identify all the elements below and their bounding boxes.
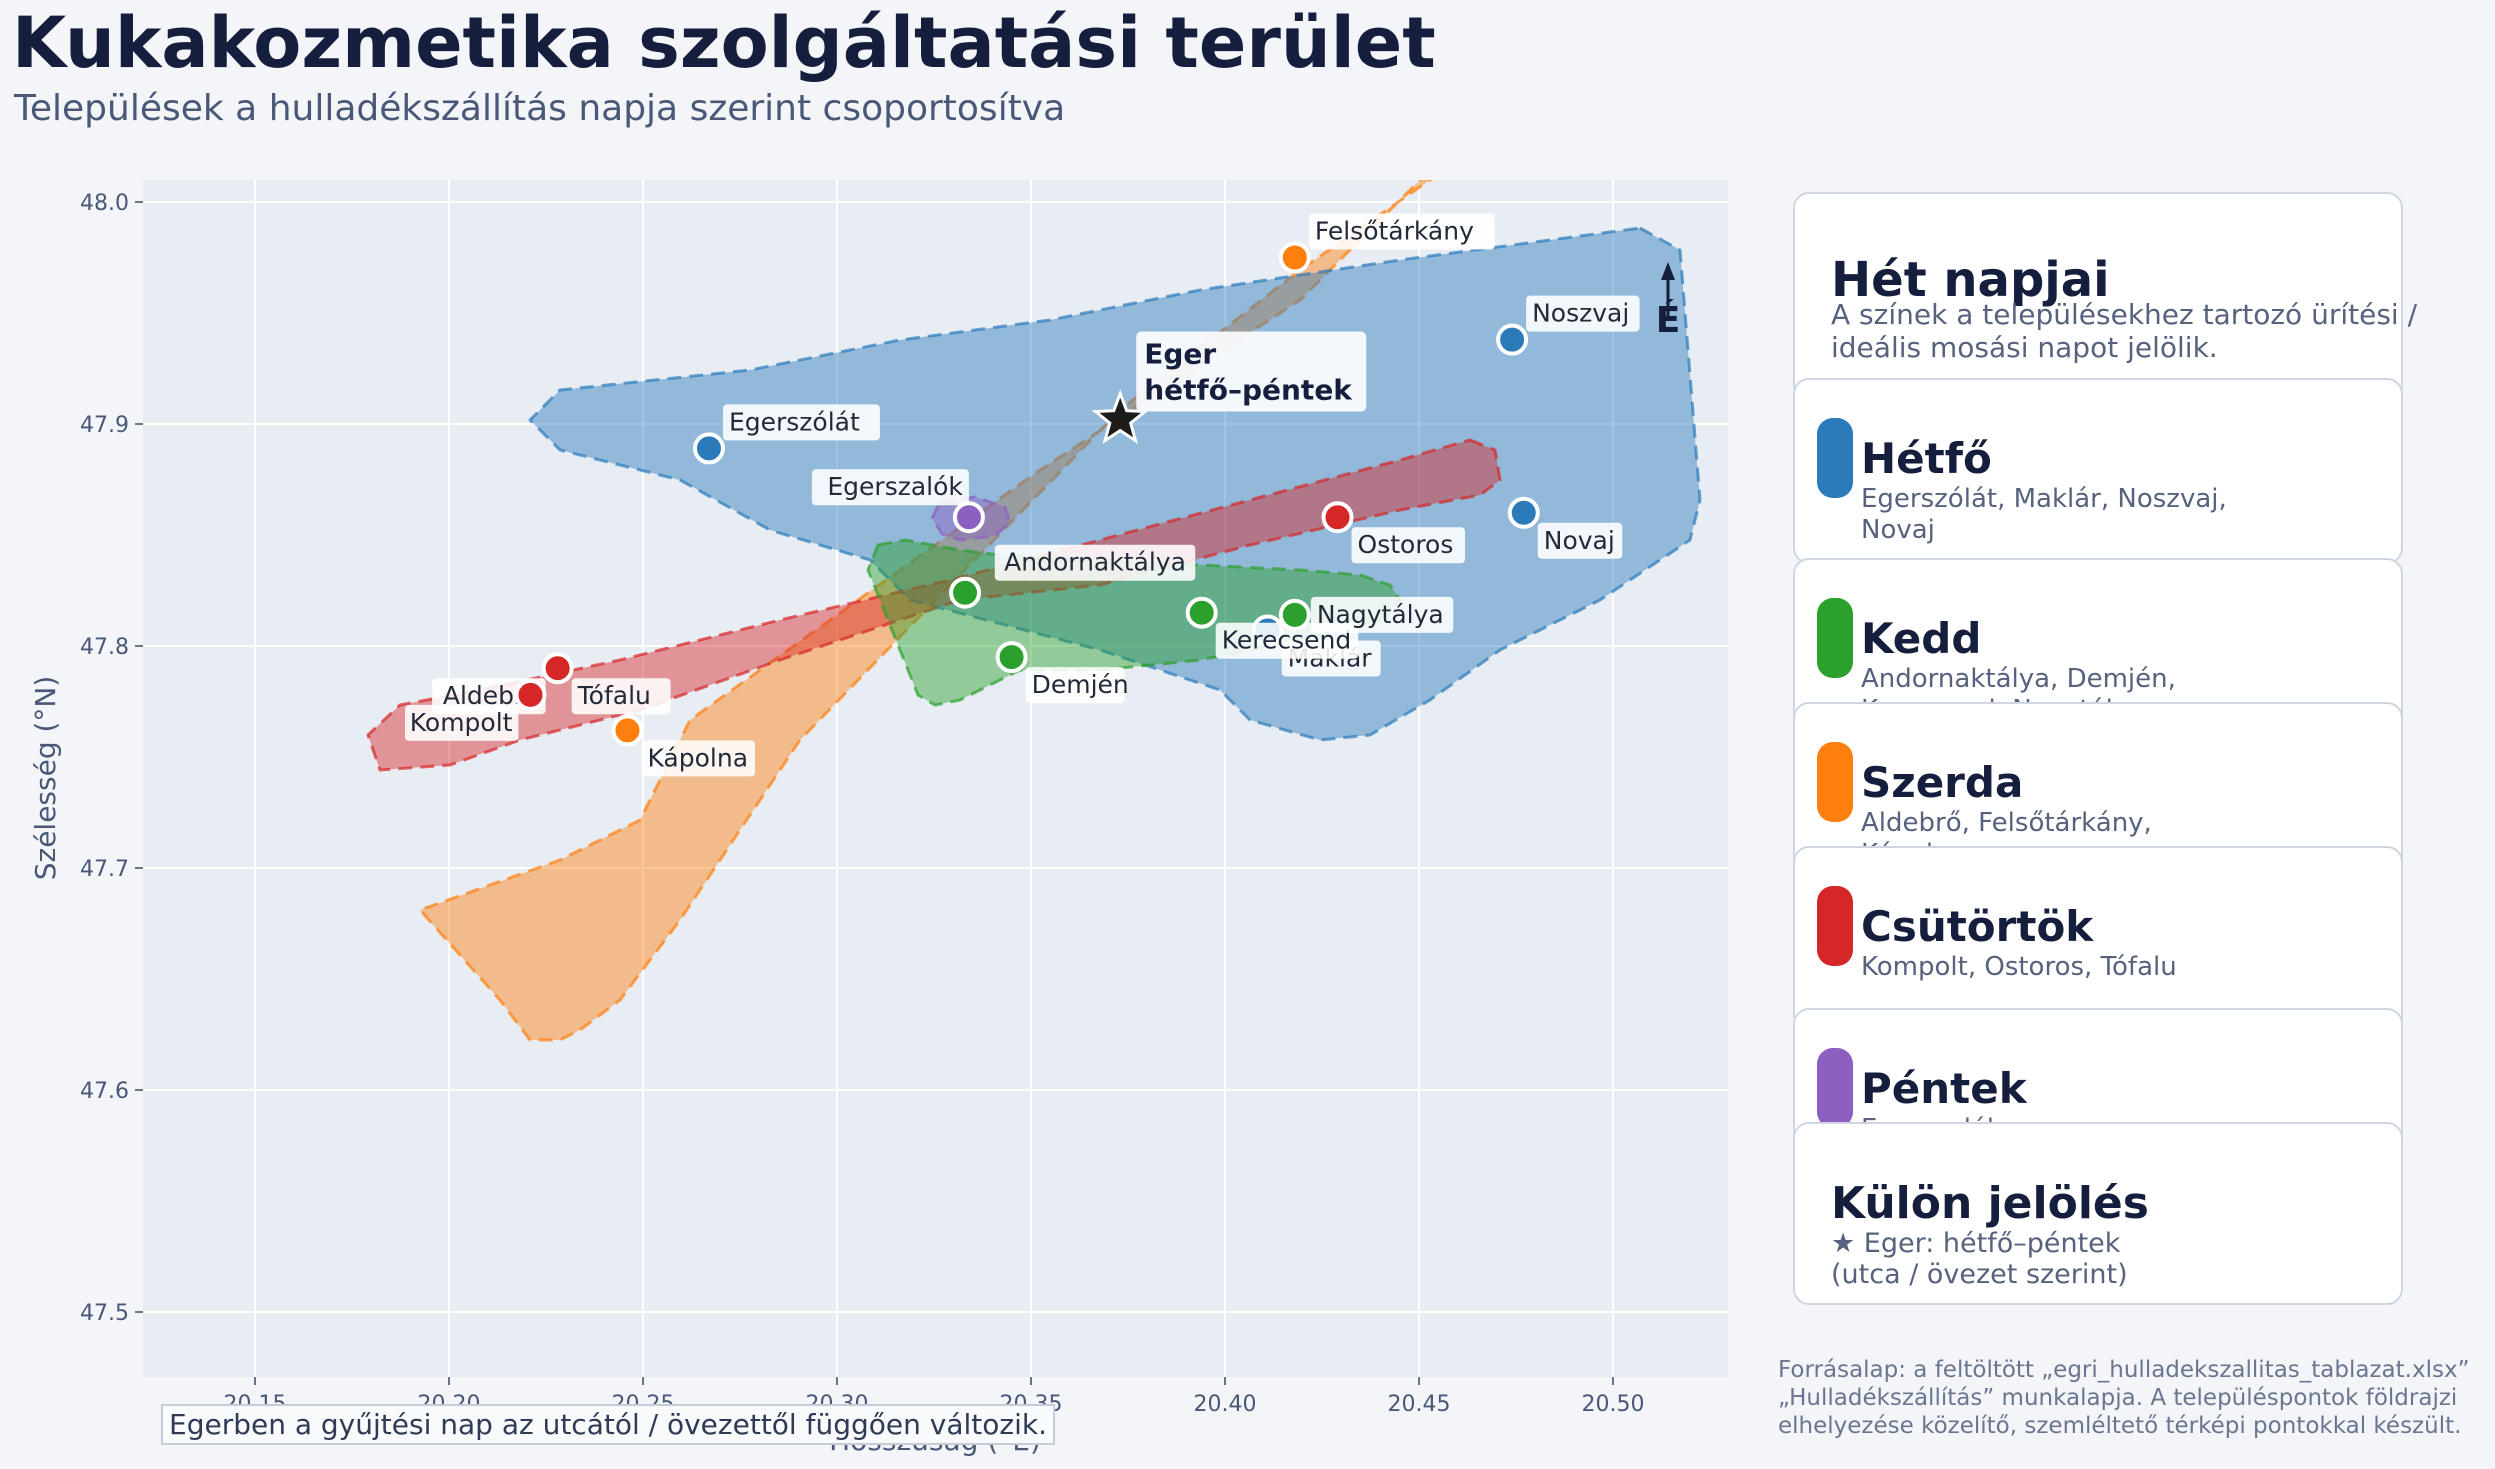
town-label-bg	[1310, 596, 1454, 633]
town-marker[interactable]	[949, 576, 982, 609]
eger-label-bg	[1136, 331, 1367, 412]
legend-special-title: Külön jelölés	[1831, 1178, 2149, 1229]
town-marker[interactable]	[1278, 598, 1311, 631]
town-marker[interactable]	[1496, 323, 1529, 356]
legend-card-csutortok: Csütörtök Kompolt, Ostoros, Tófalu	[1793, 846, 2403, 1032]
town-marker[interactable]	[1185, 596, 1218, 629]
town-label: Nagytálya	[1317, 600, 1444, 629]
town-label: Egerszalók	[827, 472, 963, 501]
town-label: Egerszólát	[729, 407, 860, 436]
eger-label-days: hétfő–péntek	[1144, 374, 1353, 407]
legend-swatch-pentek	[1817, 1048, 1853, 1128]
eger-note: Egerben a gyűjtési nap az utcától / övez…	[161, 1404, 1055, 1445]
town-points: EgerszólátNoszvajNovajMaklárAndornaktály…	[404, 213, 1640, 777]
y-tick-label: 47.7	[80, 857, 129, 882]
town-marker[interactable]	[692, 432, 725, 465]
town-label: Novaj	[1544, 526, 1615, 555]
y-tick-label: 47.6	[80, 1079, 129, 1104]
north-arrow: É	[1656, 262, 1681, 341]
town-label-bg	[1537, 522, 1623, 559]
town-marker[interactable]	[1507, 496, 1540, 529]
legend-special-card: Külön jelölés ★ Eger: hétfő–péntek (utca…	[1793, 1122, 2403, 1305]
town-label: Demjén	[1032, 670, 1129, 699]
x-tick-label: 20.45	[1388, 1392, 1451, 1417]
town-label: Kompolt	[410, 708, 513, 737]
map-grid	[143, 180, 1728, 1377]
legend-header-card: Hét napjai A színek a településekhez tar…	[1793, 192, 2417, 402]
legend-special-text: ★ Eger: hétfő–péntek (utca / övezet szer…	[1831, 1228, 2128, 1290]
y-tick-label: 47.5	[80, 1301, 129, 1326]
service-area-map[interactable]: EgerszólátNoszvajNovajMaklárAndornaktály…	[0, 0, 1740, 1469]
town-marker[interactable]	[1321, 501, 1354, 534]
eger-label-name: Eger	[1144, 338, 1216, 371]
town-label: Noszvaj	[1532, 299, 1629, 328]
legend-title: Hét napjai	[1831, 252, 2110, 308]
y-axis-label: Szélesség (°N)	[29, 676, 62, 881]
x-tick-label: 20.50	[1582, 1392, 1645, 1417]
town-label: Tófalu	[577, 681, 651, 710]
page-title: Kukakozmetika szolgáltatási terület	[12, 2, 1436, 84]
town-marker[interactable]	[952, 501, 985, 534]
town-marker[interactable]	[514, 678, 547, 711]
town-marker[interactable]	[1278, 241, 1311, 274]
town-label: Kápolna	[647, 743, 748, 772]
page-subtitle: Települések a hulladékszállítás napja sz…	[14, 88, 1066, 129]
legend-swatch-hetfo	[1817, 418, 1853, 498]
y-tick-label: 48.0	[80, 191, 129, 216]
map-plot-area	[143, 180, 1728, 1377]
zone-szerda	[418, 180, 1434, 1042]
town-label: Ostoros	[1358, 530, 1454, 559]
legend-card-hetfo: Hétfő Egerszólát, Maklár, Noszvaj, Novaj	[1793, 378, 2403, 564]
eger-star-marker[interactable]	[1091, 389, 1150, 445]
north-arrow-head	[1661, 262, 1675, 280]
town-marker[interactable]	[541, 652, 574, 685]
legend-day-csutortok: Csütörtök	[1861, 902, 2094, 951]
town-label-bg	[722, 404, 880, 441]
town-label-bg	[404, 704, 519, 741]
legend-day-kedd: Kedd	[1861, 614, 1982, 663]
town-label: Andornaktálya	[1004, 548, 1186, 577]
town-label-bg	[811, 469, 969, 506]
town-label: Felsőtárkány	[1315, 217, 1474, 246]
town-label-bg	[1526, 295, 1640, 332]
legend-swatch-szerda	[1817, 742, 1853, 822]
legend-swatch-kedd	[1817, 598, 1853, 678]
legend-day-szerda: Szerda	[1861, 758, 2024, 807]
y-tick-label: 47.8	[80, 635, 129, 660]
legend-day-hetfo: Hétfő	[1861, 434, 1992, 483]
town-label-bg	[1025, 667, 1125, 704]
source-note: Forrásalap: a feltöltött „egri_hulladeks…	[1778, 1357, 2470, 1439]
town-label-bg	[1308, 213, 1495, 250]
town-marker[interactable]	[995, 641, 1028, 674]
north-arrow-label: É	[1656, 299, 1681, 341]
x-tick-label: 20.40	[1194, 1392, 1257, 1417]
town-label-bg	[994, 544, 1196, 581]
town-label-bg	[571, 678, 671, 715]
y-tick-label: 47.9	[80, 413, 129, 438]
legend-towns-hetfo: Egerszólát, Maklár, Noszvaj, Novaj	[1861, 484, 2227, 545]
legend-swatch-csutortok	[1817, 886, 1853, 966]
town-marker[interactable]	[611, 714, 644, 747]
legend-day-pentek: Péntek	[1861, 1064, 2027, 1113]
legend-towns-csutortok: Kompolt, Ostoros, Tófalu	[1861, 952, 2177, 982]
legend-description: A színek a településekhez tartozó ürítés…	[1831, 298, 2418, 364]
town-label-bg	[1351, 527, 1466, 564]
town-label-bg	[641, 740, 755, 777]
